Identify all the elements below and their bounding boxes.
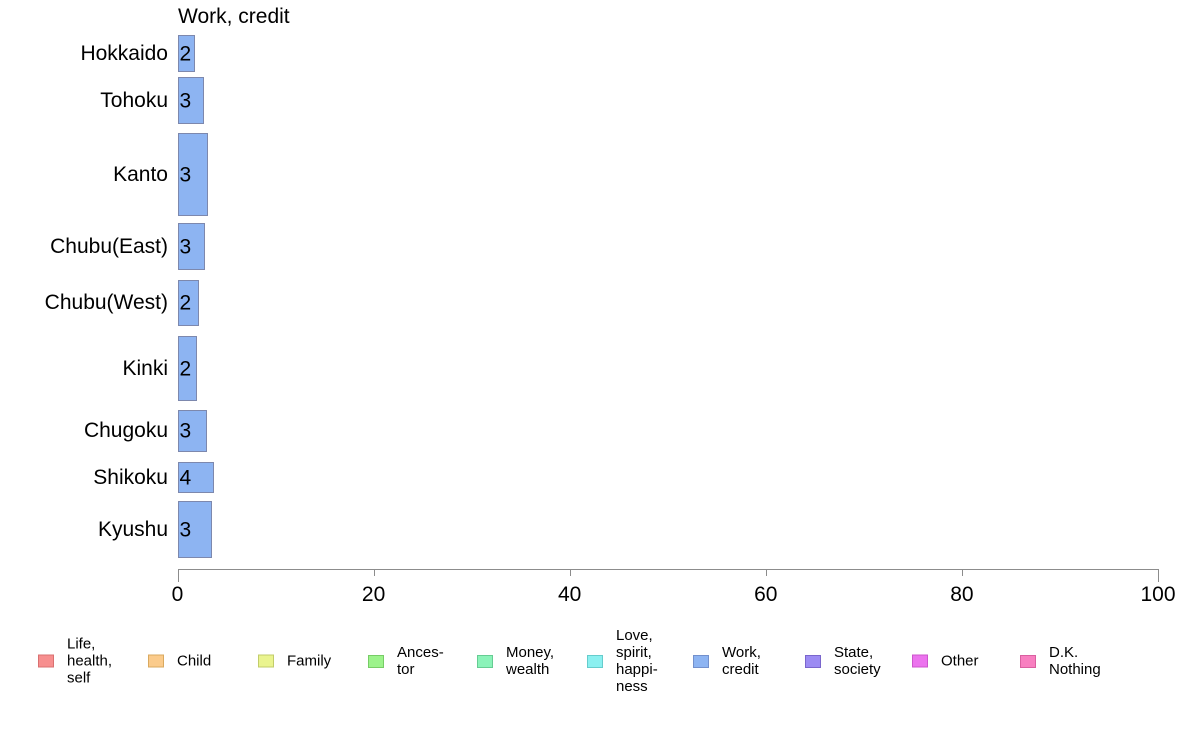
bar-value-label-hokkaido: 2 <box>179 42 192 65</box>
bar-value-label-chugoku: 3 <box>179 419 192 443</box>
legend-item-money-wealth: Money, wealth <box>477 644 554 678</box>
x-tick-20 <box>373 569 375 576</box>
legend-item-family: Family <box>258 653 331 670</box>
legend-swatch-work-credit <box>693 654 709 668</box>
bar-value-label-chubu-west: 2 <box>179 291 192 315</box>
x-tick-80 <box>961 569 963 576</box>
bar-kinki <box>177 336 198 401</box>
legend-swatch-dk-nothing <box>1020 654 1036 668</box>
bar-kyushu <box>177 501 212 558</box>
legend-item-state-society: State, society <box>805 644 881 678</box>
x-tick-label-60: 60 <box>754 583 778 606</box>
x-tick-label-20: 20 <box>361 583 386 606</box>
legend-label-ancestor: Ances-tor <box>397 644 444 678</box>
legend-label-state-society: State, society <box>834 644 881 678</box>
legend-label-love-spirit-happiness: Love, spirit, happi-ness <box>616 627 658 695</box>
bar-value-label-shikoku: 4 <box>179 466 192 489</box>
bar-value-label-kanto: 3 <box>179 163 192 186</box>
x-tick-label-80: 80 <box>950 583 974 606</box>
bar-chubu-west <box>177 280 200 326</box>
x-tick-40 <box>569 569 571 576</box>
legend-swatch-ancestor <box>368 654 384 668</box>
x-axis-line <box>177 569 1158 570</box>
legend-swatch-family <box>258 654 274 668</box>
legend-label-work-credit: Work, credit <box>722 644 761 678</box>
legend-label-life-health-self: Life, health, self <box>67 635 113 687</box>
bar-value-label-tohoku: 3 <box>179 89 192 112</box>
legend-item-ancestor: Ances-tor <box>368 644 444 678</box>
legend-label-family: Family <box>287 652 332 670</box>
category-label-kanto: Kanto <box>113 162 168 186</box>
legend-swatch-state-society <box>805 654 821 668</box>
x-tick-0 <box>177 569 179 582</box>
legend-item-work-credit: Work, credit <box>693 644 761 678</box>
legend-label-money-wealth: Money, wealth <box>506 644 555 678</box>
category-label-chubu-east: Chubu(East) <box>50 234 168 258</box>
category-label-chugoku: Chugoku <box>83 419 168 442</box>
category-label-chubu-west: Chubu(West) <box>44 291 168 314</box>
bar-tohoku <box>177 77 204 124</box>
category-label-kyushu: Kyushu <box>97 517 168 541</box>
legend-label-child: Child <box>177 652 212 670</box>
bar-value-label-kinki: 2 <box>179 357 192 380</box>
x-tick-label-0: 0 <box>171 583 184 606</box>
legend-swatch-life-health-self <box>38 654 54 668</box>
legend-swatch-other <box>912 654 928 668</box>
bar-hokkaido <box>177 35 196 72</box>
legend-item-dk-nothing: D.K. Nothing <box>1020 644 1101 678</box>
x-tick-100 <box>1158 569 1159 582</box>
category-label-tohoku: Tohoku <box>100 88 168 112</box>
bar-chubu-east <box>177 223 205 270</box>
x-tick-label-40: 40 <box>558 583 582 606</box>
bar-kanto <box>177 133 208 216</box>
bar-value-label-chubu-east: 3 <box>179 235 192 258</box>
x-tick-label-100: 100 <box>1140 583 1176 606</box>
category-label-kinki: Kinki <box>122 356 168 380</box>
legend-label-other: Other <box>941 652 979 670</box>
bar-chugoku <box>177 410 207 452</box>
category-label-hokkaido: Hokkaido <box>80 41 168 65</box>
category-label-shikoku: Shikoku <box>93 465 168 489</box>
bar-value-label-kyushu: 3 <box>179 518 192 541</box>
legend-item-love-spirit-happiness: Love, spirit, happi-ness <box>587 627 658 695</box>
legend-swatch-child <box>148 654 164 668</box>
chart-title: Work, credit <box>178 5 290 28</box>
legend-label-dk-nothing: D.K. Nothing <box>1049 644 1101 678</box>
legend-item-child: Child <box>148 653 211 670</box>
x-tick-60 <box>765 569 767 576</box>
legend-swatch-love-spirit-happiness <box>587 654 603 668</box>
legend-item-other: Other <box>912 653 979 670</box>
legend-swatch-money-wealth <box>477 654 493 668</box>
bar-shikoku <box>177 462 214 493</box>
legend-item-life-health-self: Life, health, self <box>38 636 112 687</box>
